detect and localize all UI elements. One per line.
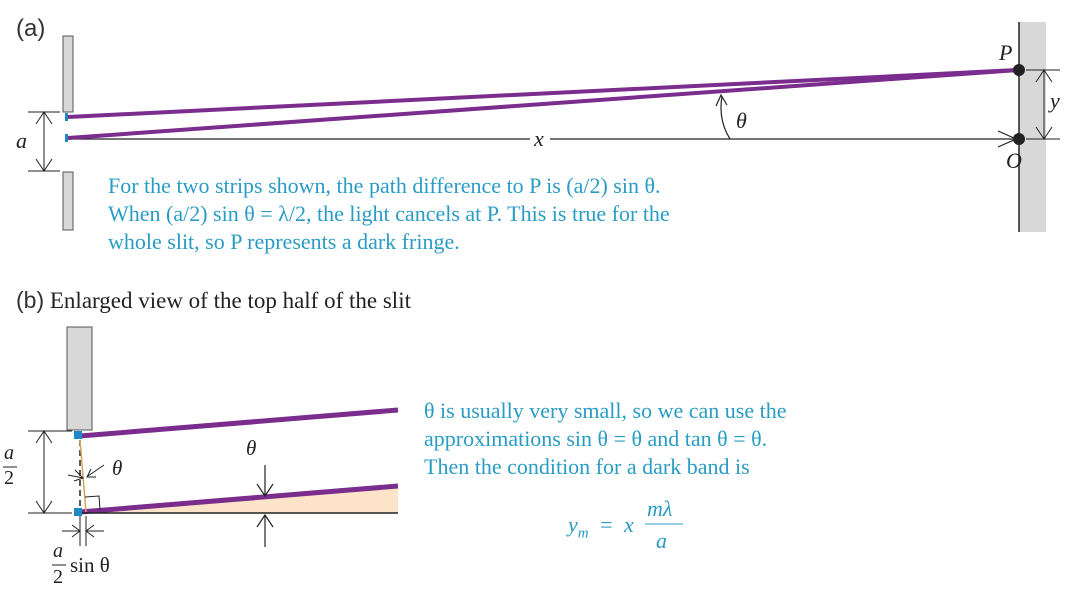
equation-lhs: ym = x bbox=[568, 512, 634, 542]
panel-b-title: Enlarged view of the top half of the sli… bbox=[49, 288, 411, 313]
symbol-O: O bbox=[1006, 148, 1022, 173]
symbol-a-half-num: a bbox=[4, 442, 14, 464]
caption-a-line-2: When (a/2) sin θ = λ/2, the light cancel… bbox=[108, 201, 670, 226]
symbol-theta-left: θ bbox=[112, 456, 123, 480]
slit-edge-center-marker bbox=[65, 134, 68, 142]
ray-center-enlarged bbox=[79, 483, 399, 515]
symbol-sin-num: a bbox=[53, 540, 63, 562]
ray-top bbox=[67, 68, 1019, 119]
symbol-a-half-den: 2 bbox=[4, 467, 14, 489]
ray-center bbox=[67, 68, 1019, 140]
point-O bbox=[1013, 133, 1025, 145]
caption-b-line-3: Then the condition for a dark band is bbox=[424, 454, 750, 479]
slit-edge-marker-upper bbox=[74, 431, 82, 439]
dimension-a bbox=[28, 111, 60, 172]
symbol-y: y bbox=[1050, 88, 1060, 113]
symbol-a: a bbox=[16, 128, 27, 153]
equation-y: y bbox=[568, 512, 578, 537]
caption-a: For the two strips shown, the path diffe… bbox=[108, 172, 828, 256]
symbol-theta-a: θ bbox=[736, 108, 747, 133]
equation-denominator: a bbox=[656, 528, 667, 553]
symbol-P: P bbox=[999, 40, 1013, 65]
theta-right-arrows bbox=[256, 465, 274, 547]
screen bbox=[1019, 22, 1046, 232]
caption-b-line-1: θ is usually very small, so we can use t… bbox=[424, 398, 787, 423]
slit-wall-bottom bbox=[62, 171, 74, 231]
equation-x: x bbox=[624, 512, 634, 537]
caption-a-line-1: For the two strips shown, the path diffe… bbox=[108, 173, 661, 198]
symbol-x: x bbox=[534, 126, 544, 151]
perpendicular-line bbox=[79, 439, 87, 513]
symbol-sin-theta: sin θ bbox=[70, 553, 110, 577]
panel-a-label: (a) bbox=[16, 15, 46, 42]
dimension-y bbox=[1026, 69, 1060, 140]
dimension-sin-theta bbox=[62, 516, 104, 546]
slit-edge-marker-lower bbox=[74, 508, 82, 516]
theta-arc-arrow bbox=[715, 93, 728, 107]
caption-b: θ is usually very small, so we can use t… bbox=[424, 397, 864, 481]
slit-wall-enlarged bbox=[66, 326, 93, 431]
caption-b-line-2: approximations sin θ = θ and tan θ = θ. bbox=[424, 426, 768, 451]
panel-b-label: (b) bbox=[16, 287, 45, 313]
theta-left-arrows bbox=[67, 464, 105, 482]
ray-top-enlarged bbox=[79, 407, 399, 439]
equation-sub: m bbox=[577, 525, 589, 542]
dimension-a-half bbox=[28, 430, 72, 514]
symbol-theta-top: θ bbox=[246, 436, 257, 460]
point-P bbox=[1013, 64, 1025, 76]
right-angle-mark bbox=[84, 495, 101, 511]
symbol-sin-den: 2 bbox=[53, 566, 63, 588]
equation-numerator: mλ bbox=[647, 496, 673, 521]
slit-edge-top-marker bbox=[65, 113, 68, 121]
caption-a-line-3: whole slit, so P represents a dark fring… bbox=[108, 229, 460, 254]
equation-eq: = bbox=[600, 512, 613, 537]
panel-b-heading: (b) Enlarged view of the top half of the… bbox=[16, 287, 411, 314]
slit-wall-top bbox=[62, 35, 74, 113]
theta-arc-a bbox=[720, 95, 731, 140]
